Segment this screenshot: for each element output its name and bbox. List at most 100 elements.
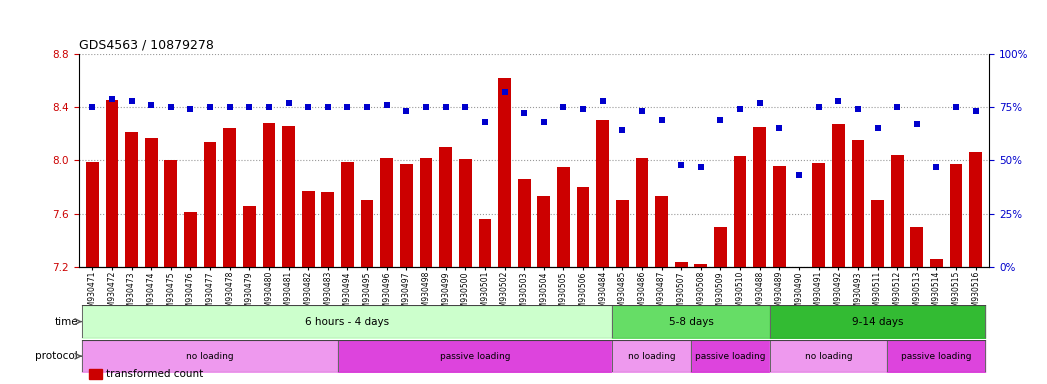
Bar (459, 159, 471, 267)
Bar (223, 128, 236, 267)
Text: GDS4563 / 10879278: GDS4563 / 10879278 (79, 38, 214, 51)
Point (378, 102, 395, 108)
Bar (341, 162, 354, 267)
Bar (106, 100, 118, 267)
Point (830, 98, 847, 104)
Text: 5-8 days: 5-8 days (669, 316, 713, 327)
Bar (321, 192, 334, 267)
Text: transformed count: transformed count (106, 369, 203, 379)
Bar (204, 142, 217, 267)
Point (496, 89, 513, 95)
Bar (871, 200, 884, 267)
Point (398, 108, 415, 114)
Point (692, 164, 709, 170)
Bar (302, 191, 314, 267)
Bar (950, 164, 962, 267)
Point (869, 125, 886, 131)
Bar (243, 205, 255, 267)
Bar (361, 200, 374, 267)
Text: protocol: protocol (36, 351, 79, 361)
Point (339, 104, 356, 110)
Point (241, 104, 258, 110)
Bar (420, 158, 432, 267)
Text: passive loading: passive loading (440, 352, 510, 361)
Point (476, 119, 493, 125)
Point (142, 102, 159, 108)
Text: passive loading: passive loading (695, 352, 765, 361)
Point (261, 104, 277, 110)
Text: passive loading: passive loading (901, 352, 972, 361)
Bar (754, 127, 766, 267)
Text: no loading: no loading (186, 352, 233, 361)
Bar (126, 132, 138, 267)
Point (359, 104, 376, 110)
Point (790, 172, 807, 178)
Bar (832, 124, 845, 267)
Point (124, 98, 140, 104)
Point (281, 100, 297, 106)
Text: 9-14 days: 9-14 days (852, 316, 904, 327)
Point (889, 104, 906, 110)
Bar (812, 163, 825, 267)
Bar (597, 120, 609, 267)
Bar (478, 219, 491, 267)
Bar (518, 179, 531, 267)
Bar (144, 138, 157, 267)
Bar (636, 158, 648, 267)
Bar (734, 156, 747, 267)
Bar (930, 259, 942, 267)
Point (104, 96, 120, 102)
Bar (263, 123, 275, 267)
Point (202, 104, 219, 110)
Bar (557, 167, 570, 267)
Bar (891, 155, 904, 267)
Bar (773, 166, 785, 267)
Bar (283, 126, 295, 267)
Point (299, 104, 316, 110)
Point (967, 108, 984, 114)
Bar (380, 158, 393, 267)
Bar (86, 162, 98, 267)
Point (633, 108, 650, 114)
Bar (911, 227, 923, 267)
Bar (851, 140, 864, 267)
Point (84, 104, 101, 110)
Point (575, 106, 592, 112)
Text: no loading: no loading (628, 352, 675, 361)
Point (771, 125, 787, 131)
Point (221, 104, 238, 110)
Bar (714, 227, 727, 267)
Bar (440, 147, 452, 267)
Bar (164, 160, 177, 267)
Bar (400, 164, 413, 267)
Point (948, 104, 964, 110)
Point (438, 104, 454, 110)
Point (516, 110, 533, 116)
Point (653, 117, 670, 123)
Text: no loading: no loading (805, 352, 852, 361)
Point (732, 106, 749, 112)
Bar (970, 152, 982, 267)
Point (182, 106, 199, 112)
Point (752, 100, 768, 106)
Point (595, 98, 611, 104)
Bar (537, 196, 550, 267)
Point (456, 104, 473, 110)
Bar (675, 262, 688, 267)
Point (162, 104, 179, 110)
Point (849, 106, 866, 112)
Point (909, 121, 926, 127)
Point (712, 117, 729, 123)
Point (535, 119, 552, 125)
Bar (694, 264, 707, 267)
Bar (793, 267, 805, 280)
Text: 6 hours - 4 days: 6 hours - 4 days (306, 316, 389, 327)
Point (928, 164, 944, 170)
Bar (616, 200, 628, 267)
Point (555, 104, 572, 110)
Point (319, 104, 336, 110)
Bar (184, 212, 197, 267)
Bar (498, 78, 511, 267)
Bar (577, 187, 589, 267)
Bar (655, 196, 668, 267)
